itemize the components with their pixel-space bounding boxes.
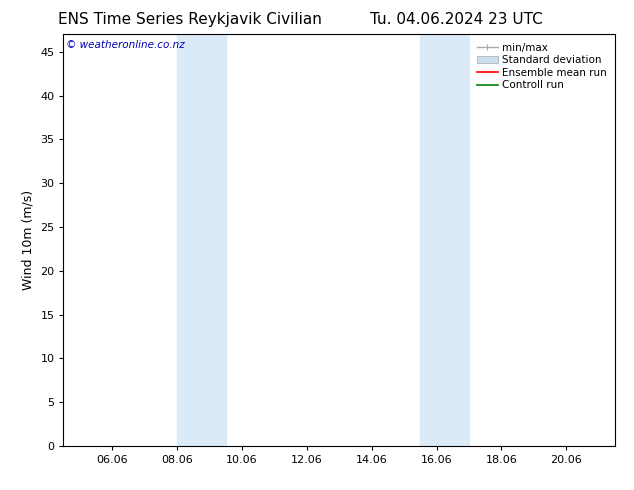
- Text: © weatheronline.co.nz: © weatheronline.co.nz: [66, 41, 185, 50]
- Text: ENS Time Series Reykjavik Civilian: ENS Time Series Reykjavik Civilian: [58, 12, 322, 27]
- Text: Tu. 04.06.2024 23 UTC: Tu. 04.06.2024 23 UTC: [370, 12, 543, 27]
- Y-axis label: Wind 10m (m/s): Wind 10m (m/s): [22, 190, 35, 290]
- Bar: [177, 34, 226, 446]
- Bar: [420, 34, 469, 446]
- Legend: min/max, Standard deviation, Ensemble mean run, Controll run: min/max, Standard deviation, Ensemble me…: [474, 40, 610, 94]
